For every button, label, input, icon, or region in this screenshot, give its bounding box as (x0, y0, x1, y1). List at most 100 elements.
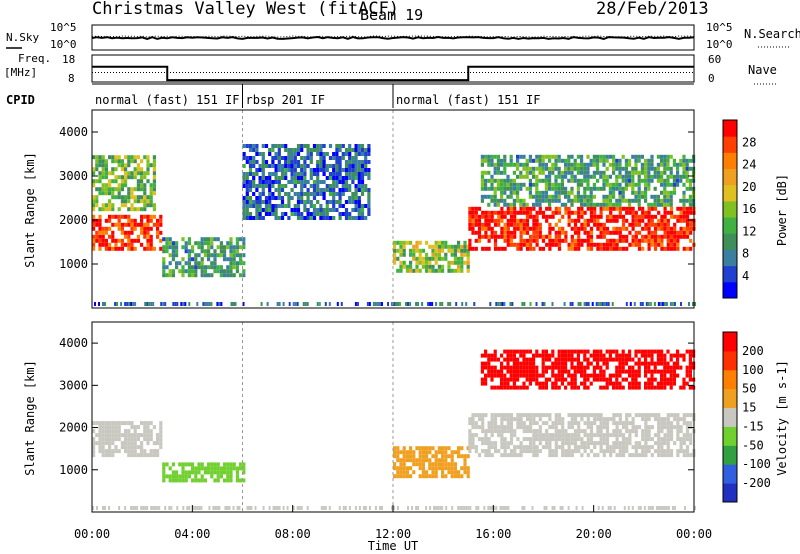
heatmap-cell (146, 195, 150, 200)
heatmap-cell (412, 268, 416, 273)
heatmap-cell (338, 168, 342, 172)
heatmap-cell (551, 421, 555, 426)
heatmap-cell (444, 466, 448, 471)
heatmap-cell (657, 445, 661, 450)
heatmap-cell (450, 268, 454, 273)
heatmap-cell (296, 208, 301, 212)
heatmap-cell (535, 365, 539, 370)
ground-scatter-cell (399, 302, 401, 306)
heatmap-cell (656, 361, 660, 366)
heatmap-cell (621, 377, 625, 382)
heatmap-cell (264, 184, 269, 188)
heatmap-cell (428, 264, 432, 269)
heatmap-cell (528, 365, 532, 370)
ground-scatter-cell (417, 302, 420, 306)
heatmap-cell (431, 244, 435, 249)
heatmap-cell (280, 184, 285, 188)
heatmap-cell (567, 178, 571, 183)
heatmap-cell (535, 238, 539, 243)
heatmap-cell (570, 377, 574, 382)
heatmap-cell (447, 446, 451, 451)
heatmap-cell (567, 369, 571, 374)
heatmap-cell (631, 385, 635, 390)
heatmap-cell (268, 188, 272, 192)
heatmap-cell (360, 144, 365, 148)
heatmap-cell (437, 248, 441, 253)
ground-scatter-cell (354, 302, 357, 306)
heatmap-cell (586, 421, 590, 426)
heatmap-cell (545, 206, 549, 211)
heatmap-cell (181, 245, 185, 250)
heatmap-cell (487, 158, 491, 163)
ground-scatter-cell (391, 302, 393, 306)
heatmap-cell (506, 425, 510, 430)
ground-scatter-cell (376, 302, 379, 306)
heatmap-cell (255, 204, 259, 208)
heatmap-cell (548, 365, 552, 370)
heatmap-cell (500, 453, 504, 458)
heatmap-cell (583, 238, 587, 243)
heatmap-cell (490, 373, 494, 378)
heatmap-cell (306, 188, 310, 192)
heatmap-cell (650, 413, 654, 418)
heatmap-cell (650, 174, 654, 179)
heatmap-cell (506, 226, 510, 231)
ground-scatter-cell (148, 302, 151, 306)
ground-scatter-cell (503, 506, 506, 510)
heatmap-cell (178, 478, 182, 483)
heatmap-cell (484, 246, 488, 251)
heatmap-cell (637, 441, 642, 446)
heatmap-cell (631, 190, 635, 195)
heatmap-cell (548, 186, 552, 191)
heatmap-cell (580, 198, 584, 203)
heatmap-cell (248, 172, 253, 176)
heatmap-cell (402, 454, 406, 459)
heatmap-cell (277, 156, 281, 160)
heatmap-cell (133, 425, 137, 430)
heatmap-cell (599, 429, 603, 434)
heatmap-cell (503, 437, 507, 442)
heatmap-cell (280, 176, 285, 180)
heatmap-cell (538, 154, 542, 159)
heatmap-cell (676, 238, 680, 243)
heatmap-cell (341, 192, 345, 196)
heatmap-cell (200, 466, 204, 471)
heatmap-cell (599, 365, 603, 370)
heatmap-cell (583, 202, 587, 207)
heatmap-cell (506, 453, 510, 458)
heatmap-cell (412, 252, 416, 257)
heatmap-cell (551, 449, 555, 454)
heatmap-cell (618, 441, 622, 446)
heatmap-cell (444, 454, 448, 459)
heatmap-cell (248, 184, 253, 188)
heatmap-cell (560, 353, 564, 358)
heatmap-cell (367, 152, 371, 156)
heatmap-cell (512, 170, 516, 175)
heatmap-cell (535, 445, 539, 450)
heatmap-cell (535, 190, 539, 195)
heatmap-cell (557, 234, 562, 239)
heatmap-cell (255, 160, 259, 164)
heatmap-cell (641, 433, 645, 438)
heatmap-cell (596, 214, 600, 219)
heatmap-cell (168, 466, 172, 471)
heatmap-cell (669, 234, 674, 239)
heatmap-cell (219, 249, 223, 254)
heatmap-cell (484, 226, 488, 231)
heatmap-cell (641, 445, 645, 450)
heatmap-cell (264, 180, 269, 184)
ground-scatter-cell (603, 302, 606, 306)
noise-left-tick-top: 10^5 (50, 21, 77, 34)
heatmap-cell (484, 182, 488, 187)
heatmap-cell (605, 441, 610, 446)
heatmap-cell (544, 178, 548, 183)
heatmap-cell (229, 245, 233, 250)
heatmap-cell (567, 210, 571, 215)
heatmap-cell (402, 240, 406, 245)
heatmap-cell (580, 349, 584, 354)
heatmap-cell (685, 425, 690, 430)
heatmap-cell (477, 238, 482, 243)
heatmap-cell (367, 176, 371, 180)
heatmap-cell (280, 144, 285, 148)
heatmap-cell (284, 156, 288, 160)
